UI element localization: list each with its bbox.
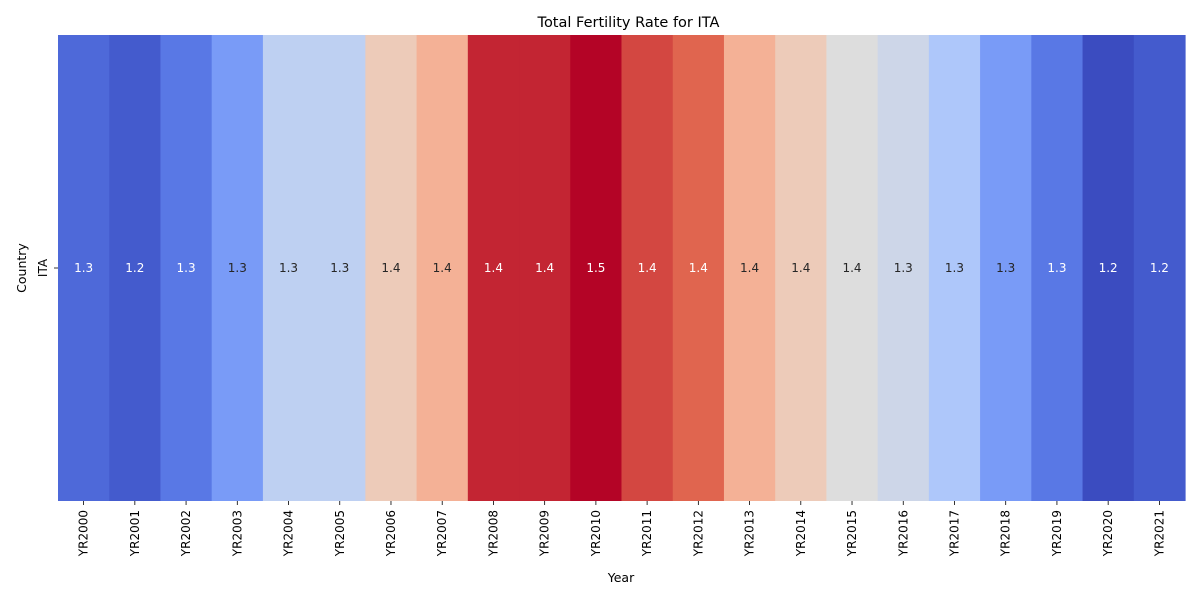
heatmap-cell: [58, 35, 110, 501]
x-tick-label: YR2016: [896, 510, 910, 557]
cell-value-label: 1.3: [74, 261, 93, 275]
heatmap-cell: [775, 35, 828, 501]
y-axis-label: Country: [14, 243, 29, 293]
x-tick-label: YR2005: [333, 510, 347, 557]
x-tick-label: YR2020: [1101, 510, 1115, 557]
x-tick-label: YR2019: [1050, 510, 1064, 557]
x-tick-label: YR2002: [179, 510, 193, 557]
heatmap-cell: [1031, 35, 1084, 501]
y-tick-label: ITA: [36, 258, 50, 277]
heatmap-cell: [109, 35, 162, 501]
cell-value-label: 1.4: [433, 261, 452, 275]
cell-value-label: 1.4: [638, 261, 657, 275]
x-tick-label: YR2021: [1152, 510, 1166, 557]
chart-title: Total Fertility Rate for ITA: [537, 15, 720, 31]
heatmap-cell: [980, 35, 1032, 501]
heatmap-cell: [672, 35, 725, 501]
cell-value-label: 1.3: [330, 261, 349, 275]
cell-value-label: 1.4: [740, 261, 759, 275]
x-tick-label: YR2013: [743, 510, 757, 557]
cell-value-label: 1.2: [1099, 261, 1118, 275]
cell-value-label: 1.4: [689, 261, 708, 275]
heatmap-cell: [314, 35, 366, 501]
heatmap-cell: [1082, 35, 1135, 501]
y-axis-ticks: ITA: [36, 258, 58, 277]
cell-value-label: 1.5: [586, 261, 605, 275]
cell-value-label: 1.4: [535, 261, 554, 275]
heatmap-cell: [416, 35, 469, 501]
x-tick-label: YR2010: [589, 510, 603, 557]
heatmap-cell: [262, 35, 315, 501]
heatmap-cell: [519, 35, 571, 501]
x-axis-label: Year: [607, 570, 635, 585]
heatmap-cell: [723, 35, 776, 501]
heatmap-cell: [928, 35, 981, 501]
cell-value-label: 1.3: [945, 261, 964, 275]
cell-value-label: 1.4: [842, 261, 861, 275]
cell-value-label: 1.3: [1047, 261, 1066, 275]
x-tick-label: YR2007: [435, 510, 449, 557]
x-tick-label: YR2001: [128, 510, 142, 557]
heatmap-cell: [1133, 35, 1186, 501]
cell-value-label: 1.4: [381, 261, 400, 275]
x-tick-label: YR2011: [640, 510, 654, 557]
heatmap-cell: [467, 35, 520, 501]
x-tick-label: YR2004: [282, 510, 296, 557]
x-tick-label: YR2017: [947, 510, 961, 557]
x-tick-label: YR2000: [77, 510, 91, 557]
heatmap-cell: [570, 35, 623, 501]
heatmap-cell: [211, 35, 264, 501]
heatmap-cells: 1.3 1.2 1.3 1.3 1.3 1.3 1.4 1.4 1.4 1.4 1.5 1.4 1.4 1…: [58, 35, 1186, 501]
cell-value-label: 1.4: [791, 261, 810, 275]
x-tick-label: YR2012: [691, 510, 705, 557]
x-tick-label: YR2003: [230, 510, 244, 557]
x-tick-label: YR2006: [384, 510, 398, 557]
cell-value-label: 1.3: [228, 261, 247, 275]
heatmap-cell: [621, 35, 674, 501]
x-axis-ticks: YR2000 YR2001 YR2002 YR2003 YR2004 YR2005 YR20…: [77, 501, 1166, 557]
heatmap-cell: [160, 35, 213, 501]
cell-value-label: 1.4: [484, 261, 503, 275]
cell-value-label: 1.3: [996, 261, 1015, 275]
cell-value-label: 1.3: [177, 261, 196, 275]
x-tick-label: YR2015: [845, 510, 859, 557]
heatmap-cell: [826, 35, 879, 501]
cell-value-label: 1.2: [1150, 261, 1169, 275]
x-tick-label: YR2009: [538, 510, 552, 557]
cell-value-label: 1.3: [279, 261, 298, 275]
heatmap-cell: [365, 35, 418, 501]
cell-value-label: 1.3: [894, 261, 913, 275]
heatmap-cell: [877, 35, 930, 501]
cell-value-label: 1.2: [125, 261, 144, 275]
x-tick-label: YR2018: [999, 510, 1013, 557]
x-tick-label: YR2008: [486, 510, 500, 557]
x-tick-label: YR2014: [794, 510, 808, 557]
